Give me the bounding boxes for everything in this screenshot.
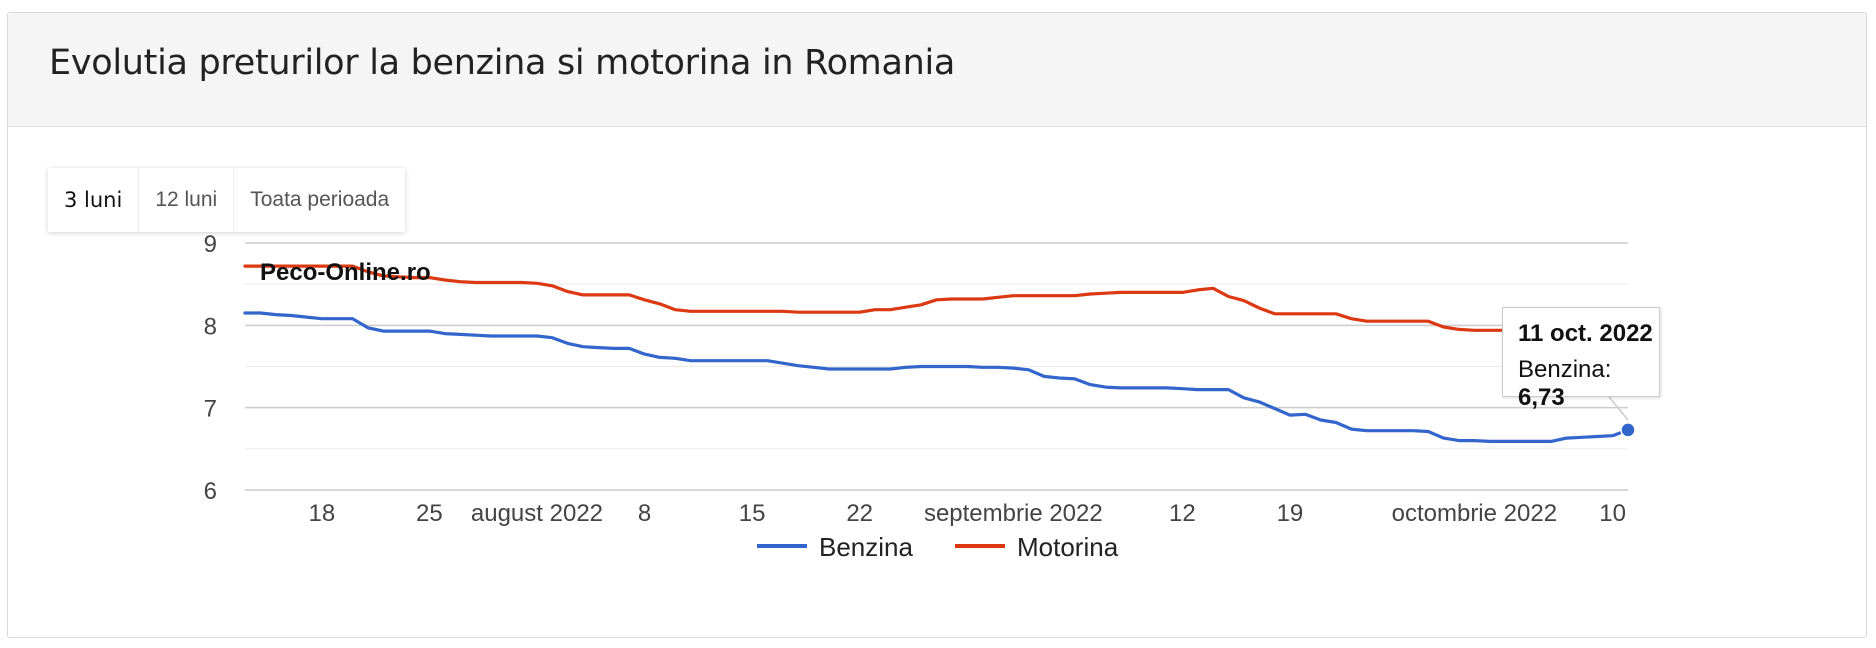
grid-lines [245,242,1628,491]
y-tick-label: 7 [204,396,217,423]
y-axis-ticks: 6 7 8 9 [204,231,217,505]
x-tick-label: 25 [416,500,443,527]
x-tick-label: septembrie 2022 [924,500,1103,527]
x-tick-label: 15 [739,500,766,527]
y-tick-label: 8 [204,313,217,340]
x-tick-label: 18 [308,500,335,527]
x-axis-ticks: 18 25 august 2022 8 15 22 septembrie 2022 12 19 o… [308,500,1626,527]
tooltip-row: Benzina: 6,73 [1518,356,1659,412]
tooltip-separator: : [1604,356,1612,383]
x-tick-label: 12 [1169,500,1196,527]
x-tick-label: 19 [1277,500,1304,527]
legend-benzina-label[interactable]: Benzina [819,532,913,562]
hovered-data-point[interactable] [1620,422,1636,438]
series-line-motorina[interactable] [243,264,1569,332]
card-header: Evolutia preturilor la benzina si motori… [8,13,1866,127]
x-tick-label: 8 [638,500,651,527]
legend-motorina-label[interactable]: Motorina [1017,532,1119,562]
range-tab-toata-perioada[interactable]: Toata perioada [250,188,390,211]
series-line-benzina[interactable] [243,311,1630,443]
y-tick-label: 6 [204,478,217,505]
range-tab-3-luni[interactable]: 3 luni [48,168,140,232]
tooltip-date: 11 oct. 2022 [1518,320,1653,347]
tooltip: 11 oct. 2022 Benzina: 6,73 [1502,307,1660,411]
legend: Benzina Motorina [757,532,1119,562]
tooltip-series: Benzina [1518,356,1605,383]
x-tick-label: 10 [1599,500,1626,527]
x-tick-label: 22 [846,500,873,527]
range-tab-12-luni[interactable]: 12 luni [139,168,235,232]
y-tick-label: 9 [204,231,217,258]
range-selector: 3 luni 12 luni Toata perioada [48,168,406,232]
watermark-text: Peco-Online.ro [260,259,431,286]
page-title: Evolutia preturilor la benzina si motori… [49,43,956,83]
x-tick-label: octombrie 2022 [1392,500,1557,527]
series-lines [243,264,1630,443]
tooltip-value: 6,73 [1518,384,1565,411]
x-tick-label: august 2022 [471,500,603,527]
